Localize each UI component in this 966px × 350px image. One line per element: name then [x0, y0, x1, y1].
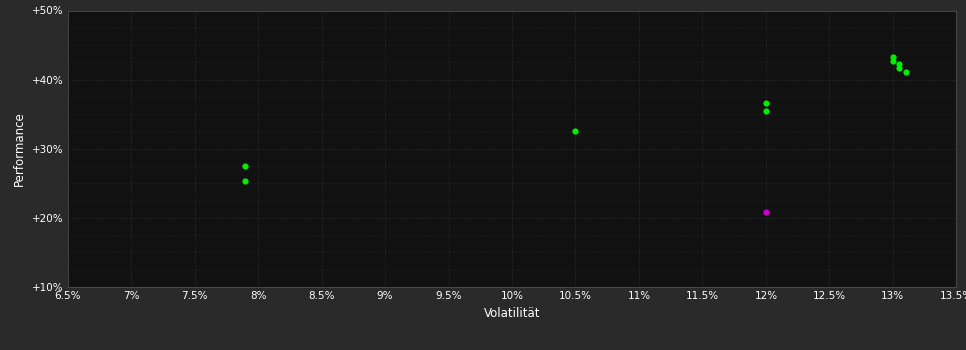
Point: [758, 100, 774, 106]
Y-axis label: Performance: Performance: [14, 111, 26, 186]
Point: [568, 129, 583, 134]
Point: [885, 58, 900, 64]
Point: [897, 69, 913, 75]
Point: [885, 54, 900, 60]
Point: [238, 178, 253, 183]
Point: [892, 65, 907, 71]
Point: [892, 62, 907, 67]
Point: [238, 163, 253, 169]
Point: [758, 210, 774, 215]
Point: [758, 108, 774, 113]
X-axis label: Volatilität: Volatilität: [484, 307, 540, 320]
